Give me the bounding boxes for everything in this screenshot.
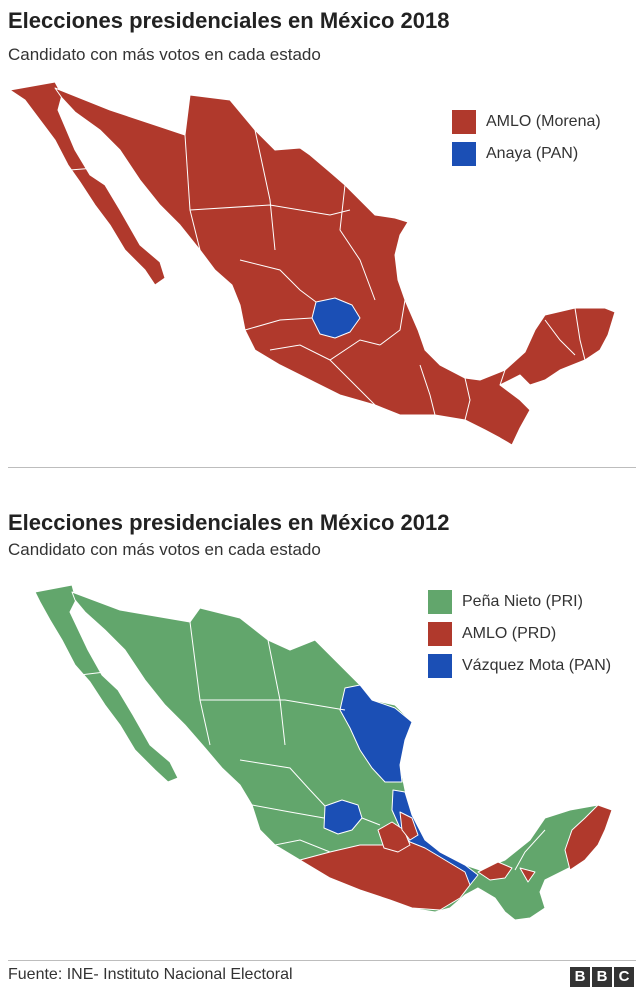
legend-label: AMLO (Morena) (486, 113, 601, 130)
baja-california-peninsula (9, 81, 166, 286)
legend-label: AMLO (PRD) (462, 625, 557, 642)
quintana-roo-prd (564, 804, 613, 871)
bbc-logo-letter: B (570, 967, 590, 987)
footer-divider (8, 960, 636, 961)
campeche-patch-prd (519, 867, 536, 883)
legend-2012: Peña Nieto (PRI) AMLO (PRD) Vázquez Mota… (428, 586, 611, 682)
source-note: Fuente: INE- Instituto Nacional Electora… (8, 966, 293, 983)
legend-item-amlo-morena: AMLO (Morena) (452, 106, 601, 138)
section-divider (8, 467, 636, 468)
baja-california-peninsula (34, 584, 179, 783)
legend-label: Vázquez Mota (PAN) (462, 657, 612, 674)
legend-swatch (452, 110, 476, 134)
guanajuato-pan (323, 799, 363, 835)
legend-item-amlo-prd: AMLO (PRD) (428, 618, 611, 650)
map-2012 (34, 584, 613, 921)
state-borders-2012 (79, 621, 546, 921)
legend-item-vazquez-mota-pan: Vázquez Mota (PAN) (428, 650, 611, 682)
map-2018-title: Elecciones presidenciales en México 2018 (8, 8, 450, 33)
legend-item-anaya-pan: Anaya (PAN) (452, 138, 601, 170)
map-2018 (9, 81, 616, 446)
legend-swatch (452, 142, 476, 166)
legend-label: Anaya (PAN) (486, 145, 579, 162)
legend-label: Peña Nieto (PRI) (462, 593, 583, 610)
map-2018-subtitle: Candidato con más votos en cada estado (8, 45, 321, 64)
mainland-mexico (54, 87, 616, 446)
legend-swatch (428, 622, 452, 646)
legend-swatch (428, 654, 452, 678)
map-2012-title: Elecciones presidenciales en México 2012 (8, 510, 450, 535)
bbc-logo-letter: B (592, 967, 612, 987)
tabasco-prd (477, 861, 513, 881)
state-borders-2018 (69, 129, 586, 421)
legend-swatch (428, 590, 452, 614)
legend-2018: AMLO (Morena) Anaya (PAN) (452, 106, 601, 170)
map-2012-subtitle: Candidato con más votos en cada estado (8, 540, 321, 559)
bbc-logo-letter: C (614, 967, 634, 987)
guerrero-oaxaca-prd (299, 839, 471, 911)
puebla-patch-prd (399, 811, 419, 841)
legend-item-pena-nieto-pri: Peña Nieto (PRI) (428, 586, 611, 618)
tamaulipas-veracruz-pan (339, 684, 413, 783)
bbc-logo: B B C (570, 967, 634, 987)
guanajuato (311, 297, 361, 339)
